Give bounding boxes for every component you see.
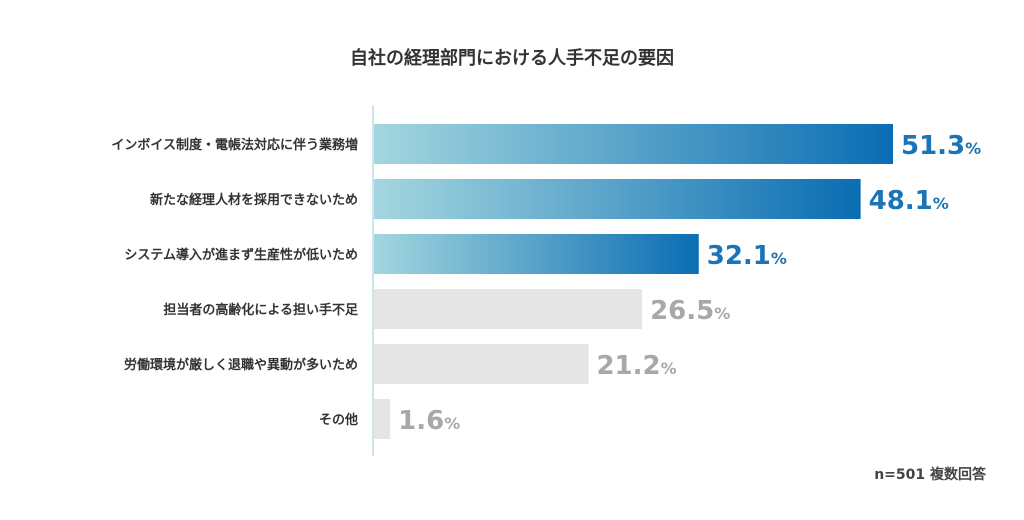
category-label: 担当者の高齢化による担い手不足: [163, 302, 359, 318]
category-label: その他: [319, 412, 358, 428]
bar: [374, 124, 893, 164]
bar: [374, 399, 391, 439]
bar: [374, 179, 861, 219]
value-label: 1.6%: [398, 406, 460, 436]
category-label: システム導入が進まず生産性が低いため: [124, 247, 358, 263]
category-label: インボイス制度・電帳法対応に伴う業務増: [111, 137, 358, 153]
bar: [374, 234, 699, 274]
chart-title: 自社の経理部門における人手不足の要因: [350, 48, 674, 69]
category-label: 労働環境が厳しく退職や異動が多いため: [124, 357, 358, 373]
bar: [374, 289, 643, 329]
value-label: 26.5%: [650, 296, 730, 326]
category-label: 新たな経理人材を採用できないため: [150, 192, 358, 208]
bar: [374, 344, 589, 384]
value-label: 32.1%: [707, 241, 787, 271]
value-label: 48.1%: [869, 186, 949, 216]
value-label: 51.3%: [901, 131, 981, 161]
value-label: 21.2%: [596, 351, 676, 381]
sample-note: n=501 複数回答: [874, 467, 986, 483]
